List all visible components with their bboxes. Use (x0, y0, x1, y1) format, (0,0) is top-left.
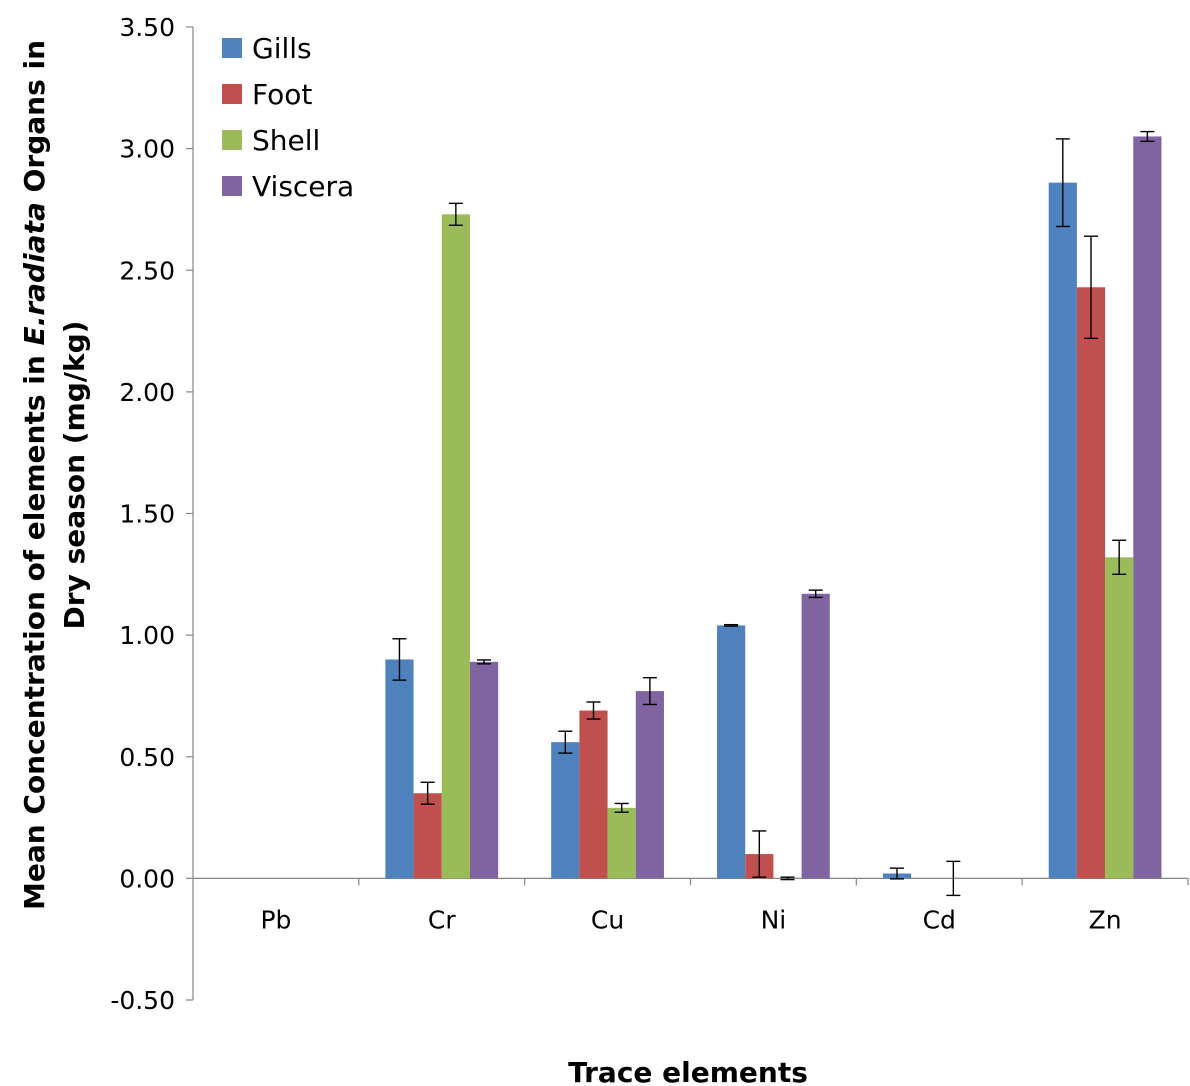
y-tick-label: 2.50 (119, 256, 175, 285)
y-axis-title-line2: Dry season (mg/kg) (58, 321, 91, 630)
bar (441, 214, 470, 879)
bar (1105, 557, 1134, 879)
legend-swatch (222, 176, 242, 196)
bar (801, 593, 830, 879)
bar (579, 710, 608, 879)
legend-label: Gills (252, 32, 312, 65)
bar (551, 742, 580, 879)
bar (413, 793, 442, 879)
y-axis-title-pre: Mean Concentration of elements in (18, 355, 51, 910)
plot-area: -0.50 0.00 0.50 1.00 1.50 2.00 2.50 3.00 3.50 Pb C… (110, 13, 1189, 1015)
bar (469, 661, 499, 879)
legend-swatch (222, 84, 242, 104)
x-axis-title: Trace elements (568, 1056, 808, 1086)
x-tick-label: Zn (1089, 905, 1122, 934)
x-tick-label: Pb (260, 905, 291, 934)
bar (385, 659, 414, 879)
bar (1076, 287, 1106, 879)
legend: Gills Foot Shell Viscera (222, 32, 354, 203)
y-tick-label: 1.00 (119, 621, 175, 650)
y-tick-label: -0.50 (110, 986, 175, 1015)
y-tick-label: 2.00 (119, 378, 175, 407)
legend-label: Foot (252, 78, 312, 111)
legend-label: Shell (252, 124, 320, 157)
y-tick-label: 0.50 (119, 743, 175, 772)
x-tick-label: Ni (761, 905, 787, 934)
y-axis-title-italic: E.radiata (18, 202, 51, 345)
legend-swatch (222, 38, 242, 58)
x-tick-label: Cr (428, 905, 456, 934)
bar (607, 807, 636, 879)
y-axis-title-post: Organs in (18, 40, 51, 192)
x-tick-label: Cu (591, 905, 624, 934)
y-tick-label: 3.00 (119, 135, 175, 164)
y-tick-label: 3.50 (119, 13, 175, 42)
y-tick-label: 0.00 (119, 864, 175, 893)
legend-swatch (222, 130, 242, 150)
bar (635, 691, 664, 879)
y-axis-title-line1: Mean Concentration of elements in E.radi… (18, 40, 51, 910)
x-tick-label: Cd (923, 905, 956, 934)
legend-label: Viscera (252, 170, 354, 203)
bar (717, 625, 746, 879)
bar (1133, 136, 1162, 879)
bar (1048, 182, 1077, 879)
y-tick-label: 1.50 (119, 500, 175, 529)
